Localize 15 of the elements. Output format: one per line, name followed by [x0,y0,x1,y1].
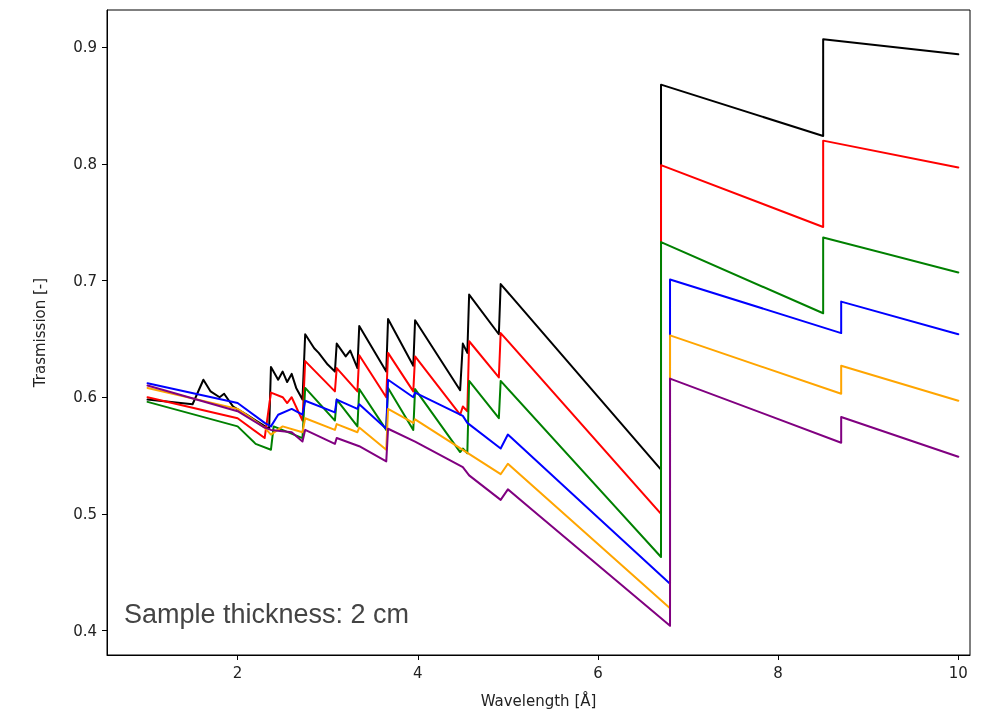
annotation: Sample thickness: 2 cm [124,598,410,629]
x-axis-title: Wavelength [Å] [480,690,597,710]
x-tick-label: 6 [593,663,603,682]
x-tick-label: 2 [232,663,243,682]
line-series [146,236,960,559]
x-tick-label: 4 [413,663,423,682]
y-axis-title: Trasmission [-] [30,277,49,389]
x-tick-label: 10 [948,663,968,682]
y-tick-label: 0.4 [73,621,97,640]
x-tick-label: 8 [773,663,783,682]
y-tick-label: 0.7 [73,271,97,290]
y-tick-label: 0.5 [73,504,97,523]
y-tick-label: 0.8 [73,154,97,173]
y-tick-label: 0.6 [73,388,97,407]
y-tick-label: 0.9 [73,38,97,57]
